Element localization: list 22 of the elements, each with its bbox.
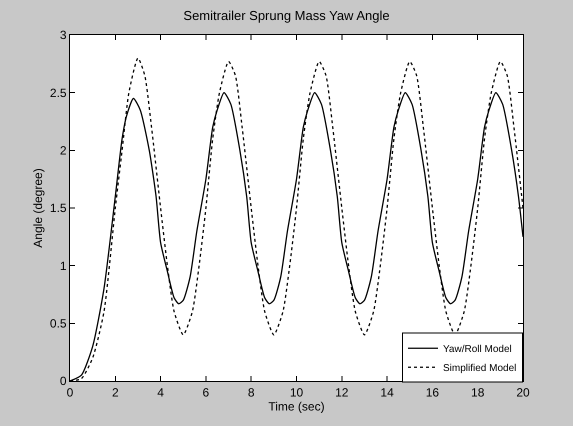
x-tick-label: 2	[112, 385, 119, 400]
y-tick-label: 1.5	[50, 201, 67, 216]
x-tick-label: 12	[335, 385, 349, 400]
y-tick-label: 2.5	[50, 86, 67, 100]
legend-label: Simplified Model	[443, 363, 516, 374]
x-tick-label: 16	[426, 385, 440, 400]
x-tick-label: 14	[380, 385, 394, 400]
x-tick-label: 4	[157, 385, 164, 400]
x-tick-label: 18	[471, 385, 485, 400]
x-axis-title: Time (sec)	[268, 399, 325, 414]
y-axis-title: Angle (degree)	[31, 168, 46, 248]
y-tick-label: 0.5	[50, 316, 67, 331]
y-tick-label: 0	[60, 374, 67, 388]
x-tick-label: 6	[202, 385, 210, 400]
chart-title: Semitrailer Sprung Mass Yaw Angle	[183, 8, 390, 23]
y-tick-label: 3	[60, 28, 67, 42]
legend-label: Yaw/Roll Model	[443, 344, 512, 356]
y-tick-label: 1	[60, 258, 67, 273]
y-tick-label: 2	[60, 144, 67, 158]
x-tick-label: 10	[290, 385, 304, 400]
x-tick-label: 20	[516, 385, 530, 400]
x-tick-label: 8	[248, 385, 255, 400]
